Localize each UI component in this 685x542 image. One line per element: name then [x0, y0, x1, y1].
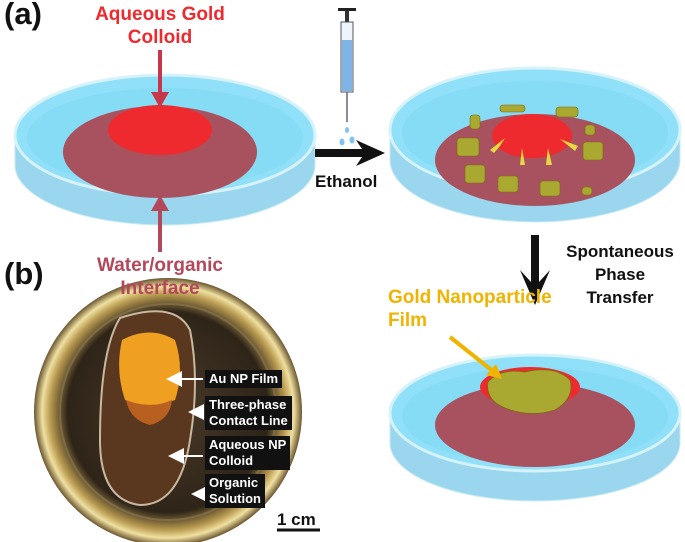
syringe-icon	[338, 8, 356, 146]
petri-dish-ethanol	[388, 66, 682, 223]
label-text: Colloid	[209, 453, 254, 468]
ethanol-label: Ethanol	[315, 172, 378, 191]
petri-dish-initial	[13, 73, 317, 226]
interface-label-line1: Water/organic	[97, 255, 223, 276]
label-text: Contact Line	[209, 413, 288, 428]
label-text: Solution	[209, 491, 261, 506]
photo-label-aqueous-colloid: Aqueous NP Colloid	[205, 436, 291, 470]
film-label-line1: Gold Nanoparticle	[388, 287, 552, 308]
interface-label-line2: Interface	[120, 278, 200, 299]
transfer-line3: Transfer	[586, 288, 654, 307]
label-text: Three-phase	[209, 397, 287, 412]
gold-nanoparticle-film	[487, 369, 572, 414]
phase-transfer-label: Spontaneous Phase Transfer	[555, 240, 685, 309]
photo-label-organic-solution: Organic Solution	[205, 474, 265, 508]
photo-label-au-np-film: Au NP Film	[205, 370, 283, 388]
transfer-line1: Spontaneous	[566, 242, 674, 261]
label-text: Au NP Film	[209, 371, 279, 386]
photo-label-arrows	[166, 371, 207, 502]
film-label-line2: Film	[388, 310, 428, 331]
interface-label: Water/organic Interface	[70, 254, 250, 300]
film-arrow	[448, 335, 496, 374]
colloid-label: Aqueous Gold Colloid	[70, 3, 250, 49]
ethanol-arrow	[315, 140, 385, 166]
film-label: Gold Nanoparticle Film	[388, 286, 552, 332]
aqueous-gold-colloid	[108, 105, 212, 155]
transfer-line2: Phase	[594, 265, 646, 284]
label-text: Aqueous NP	[209, 437, 287, 452]
scale-bar-label: 1 cm	[277, 510, 316, 529]
nanoparticle-islands	[456, 104, 604, 197]
petri-dish-film	[388, 353, 682, 502]
panel-b-label: (b)	[4, 256, 44, 291]
photo-label-contact-line: Three-phase Contact Line	[205, 396, 292, 430]
label-text: Organic	[209, 475, 259, 490]
convergence-arrows	[490, 138, 578, 165]
panel-a-label: (a)	[4, 0, 42, 31]
phase-transfer-arrow	[520, 235, 550, 305]
colloid-label-line2: Colloid	[127, 27, 193, 48]
colloid-label-line1: Aqueous Gold	[95, 4, 225, 25]
